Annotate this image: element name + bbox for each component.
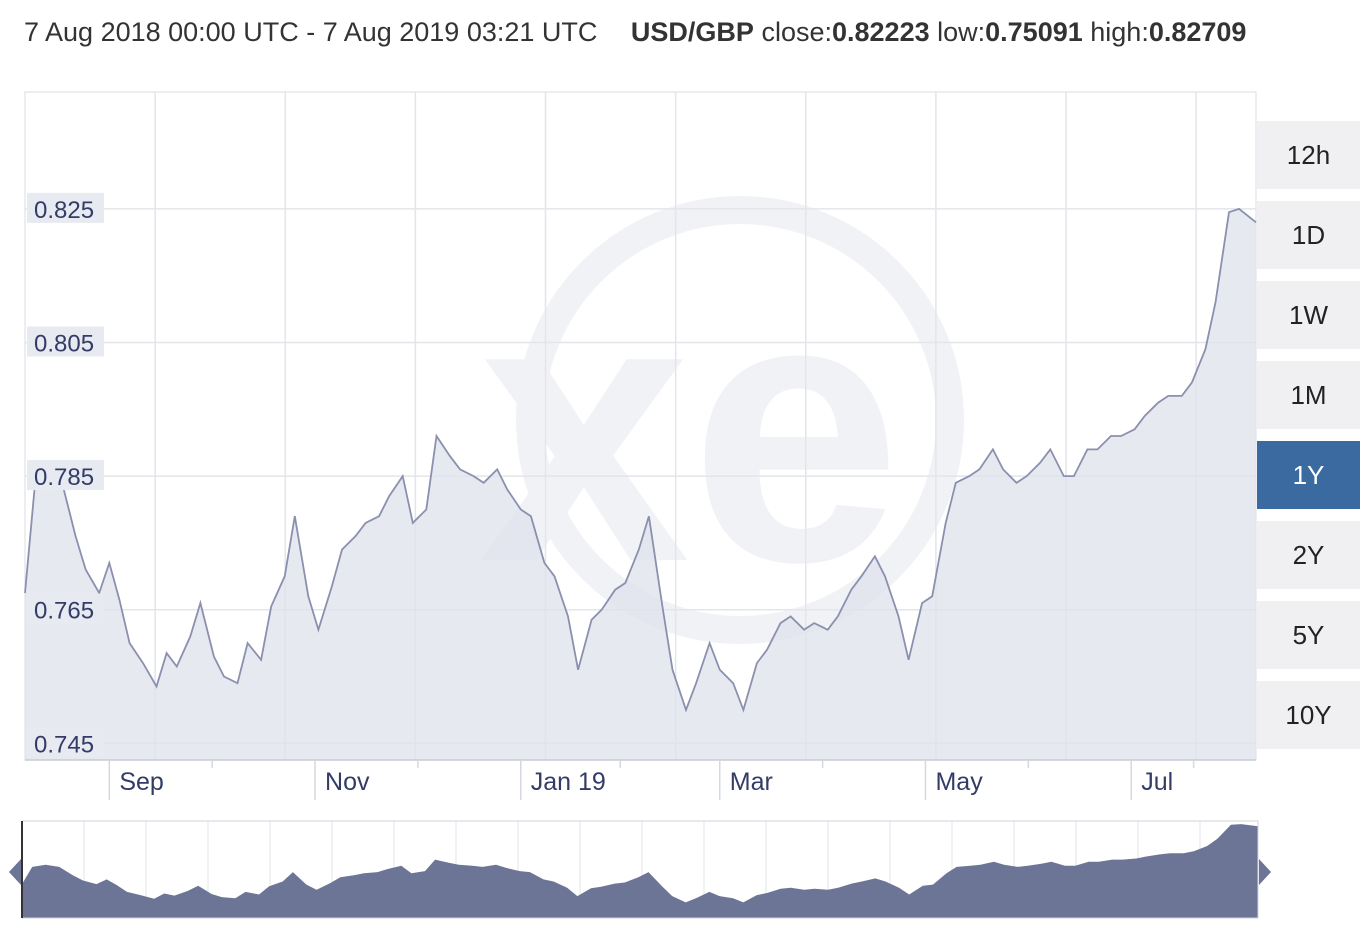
x-tick-label: Sep — [119, 768, 163, 796]
currency-pair: USD/GBP — [630, 17, 754, 47]
range-button-10y[interactable]: 10Y — [1257, 681, 1360, 749]
rate-area — [25, 208, 1256, 760]
x-tick-label: May — [935, 768, 983, 796]
y-tick-label-bg — [27, 326, 104, 357]
range-button-1w[interactable]: 1W — [1257, 281, 1360, 349]
range-button-1d[interactable]: 1D — [1257, 201, 1360, 269]
y-tick-label: 0.825 — [34, 197, 94, 224]
low-label: low: — [937, 17, 986, 47]
chart-header: 7 Aug 2018 00:00 UTC - 7 Aug 2019 03:21 … — [24, 14, 1246, 50]
y-axis: 0.745 0.765 0.785 0.805 0.825 — [27, 192, 104, 758]
y-tick-label-bg — [27, 192, 104, 223]
y-tick-label: 0.785 — [34, 464, 94, 491]
y-tick-label-bg — [27, 460, 104, 491]
range-button-1m[interactable]: 1M — [1257, 361, 1360, 429]
y-tick-label-bg — [27, 727, 104, 758]
navigator-right-handle[interactable] — [1259, 859, 1271, 885]
y-tick-label: 0.765 — [34, 598, 94, 625]
navigator-area — [22, 824, 1258, 918]
x-tick-label: Jul — [1141, 768, 1173, 796]
rate-line — [24, 207, 1257, 713]
x-axis: Sep Nov Jan 19 Mar May Jul — [25, 759, 1256, 800]
range-button-5y[interactable]: 5Y — [1257, 601, 1360, 669]
y-tick-label: 0.745 — [34, 731, 94, 758]
range-button-12h[interactable]: 12h — [1257, 121, 1360, 189]
navigator[interactable] — [9, 820, 1271, 919]
range-button-1y[interactable]: 1Y — [1257, 441, 1360, 509]
close-value: 0.82223 — [832, 17, 930, 47]
high-label: high: — [1090, 17, 1149, 47]
x-tick-label: Mar — [730, 768, 773, 796]
range-button-2y[interactable]: 2Y — [1257, 521, 1360, 589]
date-range: 7 Aug 2018 00:00 UTC - 7 Aug 2019 03:21 … — [24, 17, 598, 47]
y-tick-label-bg — [27, 593, 104, 624]
navigator-left-handle[interactable] — [9, 859, 21, 885]
low-value: 0.75091 — [985, 17, 1083, 47]
y-tick-label: 0.805 — [34, 331, 94, 358]
x-tick-label: Jan 19 — [531, 768, 606, 796]
close-label: close: — [761, 17, 832, 47]
x-tick-label: Nov — [325, 768, 370, 796]
high-value: 0.82709 — [1148, 17, 1247, 47]
